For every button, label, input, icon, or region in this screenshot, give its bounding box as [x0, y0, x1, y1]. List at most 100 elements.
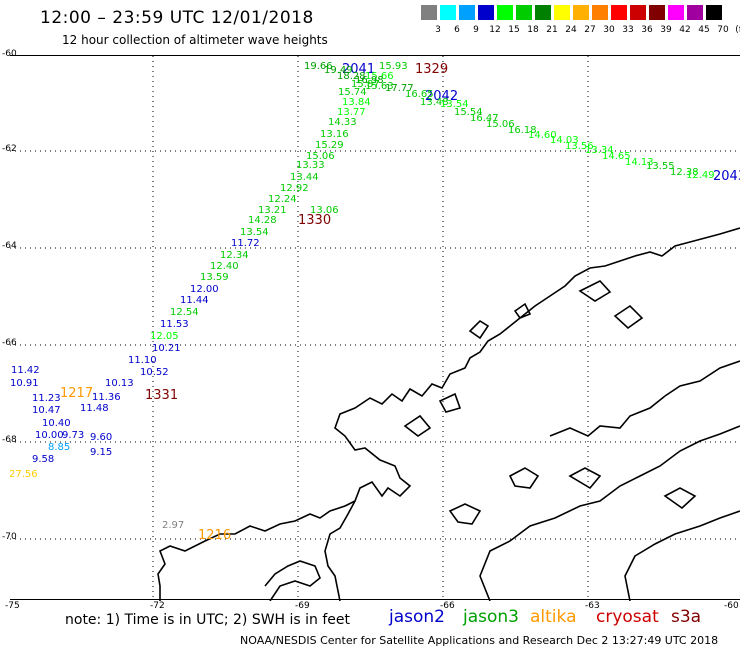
- scale-label: 42: [679, 25, 691, 35]
- wave-height-label: 9.60: [90, 432, 112, 443]
- scale-label: 30: [603, 25, 615, 35]
- wave-height-label: 27.56: [10, 469, 38, 480]
- scale-label: 12: [489, 25, 501, 35]
- peninsula-island-4: [513, 302, 532, 319]
- lon-label: -75: [5, 601, 20, 611]
- scale-label: 3: [435, 25, 441, 35]
- wave-height-label: 16.65: [405, 89, 434, 100]
- wave-height-label: 14.65: [602, 151, 631, 162]
- wave-height-label: 12.24: [268, 194, 297, 205]
- track-label: 2043: [713, 169, 740, 184]
- track-label: 1217: [60, 386, 93, 401]
- wave-height-label: 11.72: [231, 238, 260, 249]
- wave-height-label: 12.00: [190, 284, 219, 295]
- wave-height-label: 13.06: [310, 205, 339, 216]
- scale-label: 9: [473, 25, 479, 35]
- wave-height-label: 18.28: [337, 71, 366, 82]
- wave-height-label: 19.66: [304, 61, 333, 72]
- wave-height-label: 13.84: [342, 97, 371, 108]
- lon-label: -63: [585, 601, 600, 611]
- lon-label: -69: [295, 601, 310, 611]
- peninsula-island-2: [438, 392, 462, 413]
- scale-swatch: [535, 5, 551, 20]
- peninsula-island-6: [613, 304, 644, 330]
- wave-height-label: 13.59: [200, 272, 229, 283]
- scale-swatch: [554, 5, 570, 20]
- track-label: 1330: [298, 213, 331, 228]
- wave-height-label: 15.63: [365, 81, 394, 92]
- lat-label: -62: [2, 144, 17, 154]
- wave-height-label: 10.40: [42, 418, 71, 429]
- scale-swatch: [649, 5, 665, 20]
- peninsula-inner-coast: [324, 500, 356, 601]
- scale-label: (ft): [735, 25, 740, 35]
- scale-swatch: [592, 5, 608, 20]
- wave-height-label: 11.48: [80, 403, 109, 414]
- wave-height-label: 14.03: [550, 135, 579, 146]
- wave-height-label: 13.54: [240, 227, 269, 238]
- wave-height-label: 10.00: [35, 430, 64, 441]
- graticule: [10, 56, 740, 601]
- wave-height-label: 16.98: [355, 75, 384, 86]
- scale-label: 15: [508, 25, 520, 35]
- wave-height-label: 11.44: [180, 295, 209, 306]
- wave-height-label: 9.73: [62, 430, 84, 441]
- scale-label: 24: [565, 25, 577, 35]
- scale-swatch: [497, 5, 513, 20]
- wave-height-label: 13.44: [290, 172, 319, 183]
- wave-height-label: 15.29: [315, 140, 344, 151]
- wave-height-label: 10.47: [32, 405, 61, 416]
- wave-height-label: 17.77: [385, 83, 414, 94]
- ice-shelf-edge: [264, 560, 321, 601]
- land-region-east-2: [624, 510, 740, 601]
- track-label: 2042: [425, 89, 458, 104]
- wave-height-label: 12.92: [280, 183, 309, 194]
- scale-label: 21: [546, 25, 558, 35]
- wave-height-label: 13.77: [337, 107, 366, 118]
- wave-height-label: 12.34: [220, 250, 249, 261]
- scale-swatch: [611, 5, 627, 20]
- peninsula-island-3: [468, 319, 490, 340]
- wave-height-label: 9.15: [90, 447, 112, 458]
- scale-swatch: [459, 5, 475, 20]
- lat-label: -68: [2, 435, 17, 445]
- lon-label: -66: [440, 601, 455, 611]
- wave-height-label: 11.36: [92, 392, 121, 403]
- wave-height-label: 15.06: [306, 151, 335, 162]
- wave-height-label: 11.53: [160, 319, 189, 330]
- lat-label: -60: [2, 49, 17, 59]
- wave-height-label: 13.21: [258, 205, 287, 216]
- wave-height-label: 13.48: [420, 97, 449, 108]
- peninsula-island-5: [578, 280, 612, 302]
- wave-height-label: 15.66: [365, 71, 394, 82]
- wave-height-label: 14.33: [328, 117, 357, 128]
- coast-detail-3: [568, 467, 602, 490]
- wave-height-label: 13.55: [646, 161, 675, 172]
- wave-height-label: 13.34: [585, 145, 614, 156]
- wave-height-label: 13.16: [320, 129, 349, 140]
- wave-height-label: 15.54: [454, 107, 483, 118]
- wave-height-label: 10.91: [10, 378, 39, 389]
- coast-detail-4: [663, 487, 697, 510]
- scale-swatch: [630, 5, 646, 20]
- wave-height-label: 9.58: [32, 454, 54, 465]
- wave-height-label: 15.93: [379, 61, 408, 72]
- wave-height-label: 2.97: [162, 520, 184, 531]
- wave-height-label: 13.33: [296, 160, 325, 171]
- scale-swatch: [573, 5, 589, 20]
- scale-label: 45: [698, 25, 710, 35]
- wave-height-label: 14.28: [248, 215, 277, 226]
- track-label: 1331: [145, 388, 178, 403]
- wave-height-label: 11.10: [128, 355, 157, 366]
- wave-height-label: 12.38: [670, 167, 699, 178]
- track-label: 1329: [415, 62, 448, 77]
- wave-height-label: 15.06: [486, 119, 515, 130]
- scale-label: 27: [584, 25, 596, 35]
- page-title: 12:00 – 23:59 UTC 12/01/2018: [40, 8, 314, 28]
- wave-height-label: 11.23: [32, 393, 61, 404]
- land-region-east: [479, 425, 740, 601]
- wave-height-label: 10.21: [152, 343, 181, 354]
- wave-height-label: 8.85: [48, 442, 70, 453]
- lat-label: -66: [2, 338, 17, 348]
